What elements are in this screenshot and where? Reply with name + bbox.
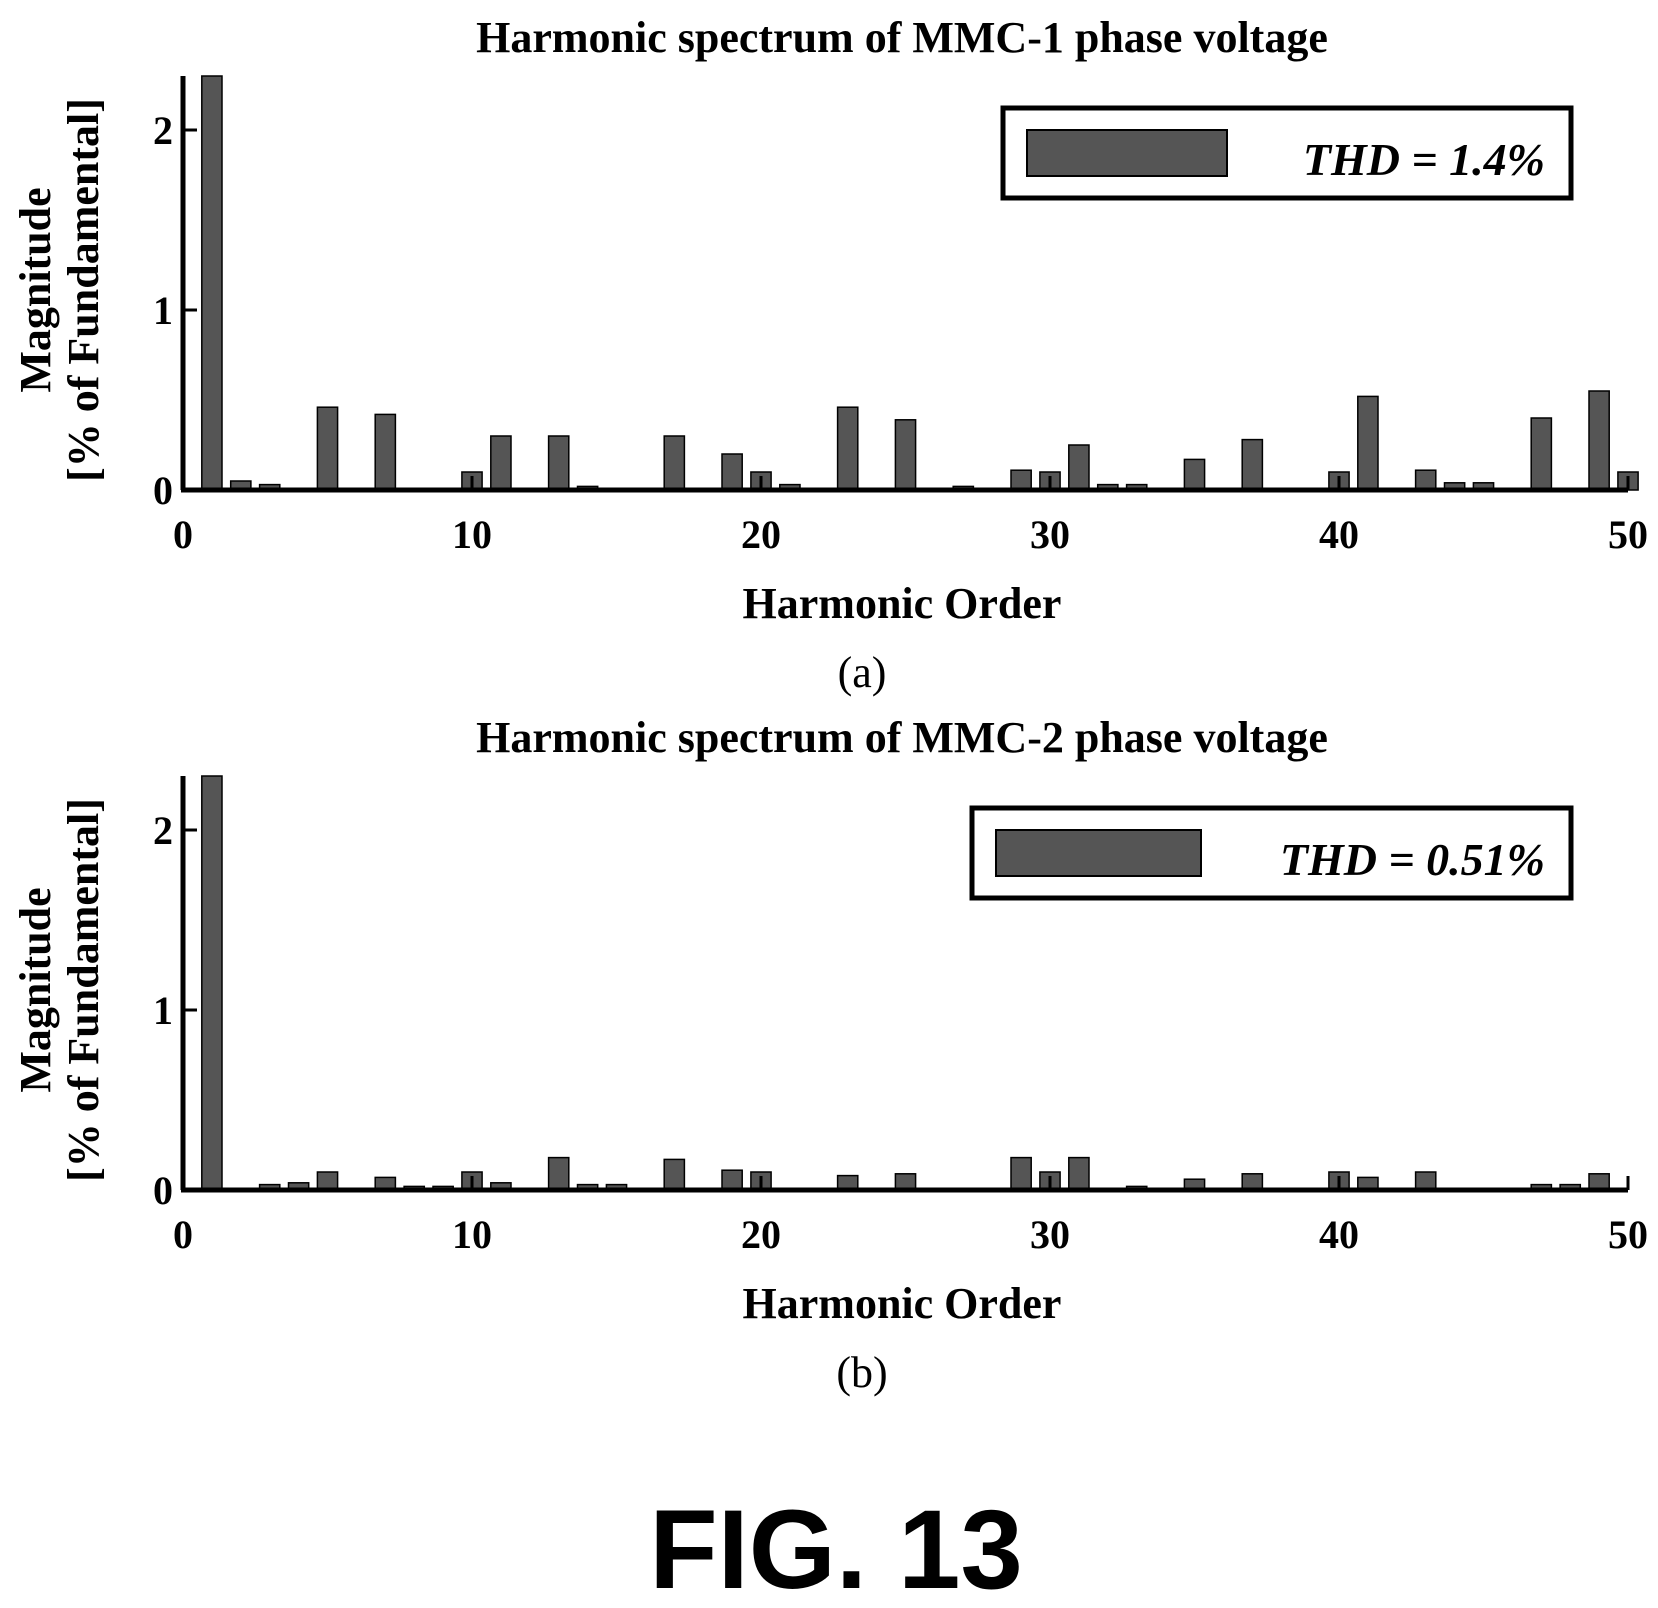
chart-a-xtick-label: 10 xyxy=(452,512,492,557)
chart-a-ylabel-line1: Magnitude xyxy=(11,187,60,392)
chart-a-xtick-label: 40 xyxy=(1319,512,1359,557)
chart-b-bar-43 xyxy=(1414,1171,1437,1191)
chart-b-legend-text: THD = 0.51% xyxy=(1280,834,1545,885)
chart-a-xtick-label: 50 xyxy=(1608,512,1648,557)
chart-a-legend-swatch xyxy=(1026,129,1228,177)
chart-b-caption: (b) xyxy=(836,1348,887,1397)
chart-a-xtick-label: 20 xyxy=(741,512,781,557)
chart-a-bar-47 xyxy=(1530,417,1553,491)
chart-a-ytick-label: 0 xyxy=(153,468,173,513)
chart-b-xlabel: Harmonic Order xyxy=(743,1279,1062,1328)
chart-a: Harmonic spectrum of MMC-1 phase voltage… xyxy=(11,13,1648,697)
chart-a-axes: 0 10 20 30 40 50 0 1 2 xyxy=(153,76,1648,557)
chart-b-ytick-label: 0 xyxy=(153,1168,173,1213)
figure-label: FIG. 13 xyxy=(649,1487,1022,1608)
chart-a-legend: THD = 1.4% xyxy=(1000,105,1574,201)
chart-b-legend-swatch xyxy=(995,829,1202,877)
chart-a-ytick-label: 1 xyxy=(153,288,173,333)
chart-a-caption: (a) xyxy=(838,648,887,697)
chart-b-bar-1 xyxy=(201,775,223,1191)
chart-a-bar-5 xyxy=(316,406,339,491)
chart-a-bar-29 xyxy=(1010,469,1032,491)
chart-a-bar-31 xyxy=(1068,444,1090,491)
chart-a-bar-37 xyxy=(1241,438,1264,491)
chart-b-ylabel-line1: Magnitude xyxy=(11,887,60,1092)
chart-b-xtick-label: 40 xyxy=(1319,1212,1359,1257)
chart-b-ytick-label: 2 xyxy=(153,808,173,853)
chart-b: Harmonic spectrum of MMC-2 phase voltage… xyxy=(11,713,1648,1397)
chart-a-xlabel: Harmonic Order xyxy=(743,579,1062,628)
chart-a-bar-13 xyxy=(547,435,570,491)
chart-b-bar-19 xyxy=(721,1169,743,1191)
chart-a-bar-49 xyxy=(1588,390,1610,491)
chart-a-bar-23 xyxy=(836,406,859,491)
chart-a-ytick-label: 2 xyxy=(153,108,173,153)
chart-a-bar-43 xyxy=(1414,469,1437,491)
chart-b-bar-13 xyxy=(547,1156,570,1191)
chart-a-bar-35 xyxy=(1183,458,1206,491)
chart-a-bar-19 xyxy=(721,453,743,491)
chart-b-legend: THD = 0.51% xyxy=(969,805,1574,901)
chart-a-xtick-label: 30 xyxy=(1030,512,1070,557)
chart-b-xtick-label: 50 xyxy=(1608,1212,1648,1257)
chart-a-bar-17 xyxy=(663,435,686,491)
chart-b-axes: 0 10 20 30 40 50 0 1 2 xyxy=(153,776,1648,1257)
chart-a-bar-11 xyxy=(490,435,512,491)
chart-b-xtick-label: 20 xyxy=(741,1212,781,1257)
chart-a-bar-7 xyxy=(374,413,397,491)
chart-b-ylabel-line2: [% of Fundamental] xyxy=(59,798,108,1182)
chart-b-xtick-label: 30 xyxy=(1030,1212,1070,1257)
chart-a-bar-25 xyxy=(894,419,917,491)
chart-b-bar-29 xyxy=(1010,1156,1032,1191)
chart-a-ylabel: Magnitude [% of Fundamental] xyxy=(11,98,108,482)
chart-b-xtick-label: 10 xyxy=(452,1212,492,1257)
chart-a-bar-41 xyxy=(1357,395,1379,491)
chart-b-bar-5 xyxy=(316,1171,339,1191)
chart-a-legend-text: THD = 1.4% xyxy=(1303,134,1545,185)
chart-b-bar-17 xyxy=(663,1158,686,1191)
chart-b-xtick-label: 0 xyxy=(173,1212,193,1257)
chart-b-ylabel: Magnitude [% of Fundamental] xyxy=(11,798,108,1182)
chart-a-xtick-label: 0 xyxy=(173,512,193,557)
chart-b-title: Harmonic spectrum of MMC-2 phase voltage xyxy=(476,713,1328,762)
chart-a-ylabel-line2: [% of Fundamental] xyxy=(59,98,108,482)
chart-b-ytick-label: 1 xyxy=(153,988,173,1033)
chart-b-bar-31 xyxy=(1068,1156,1090,1191)
chart-a-title: Harmonic spectrum of MMC-1 phase voltage xyxy=(476,13,1328,62)
chart-a-bar-1 xyxy=(201,75,223,491)
